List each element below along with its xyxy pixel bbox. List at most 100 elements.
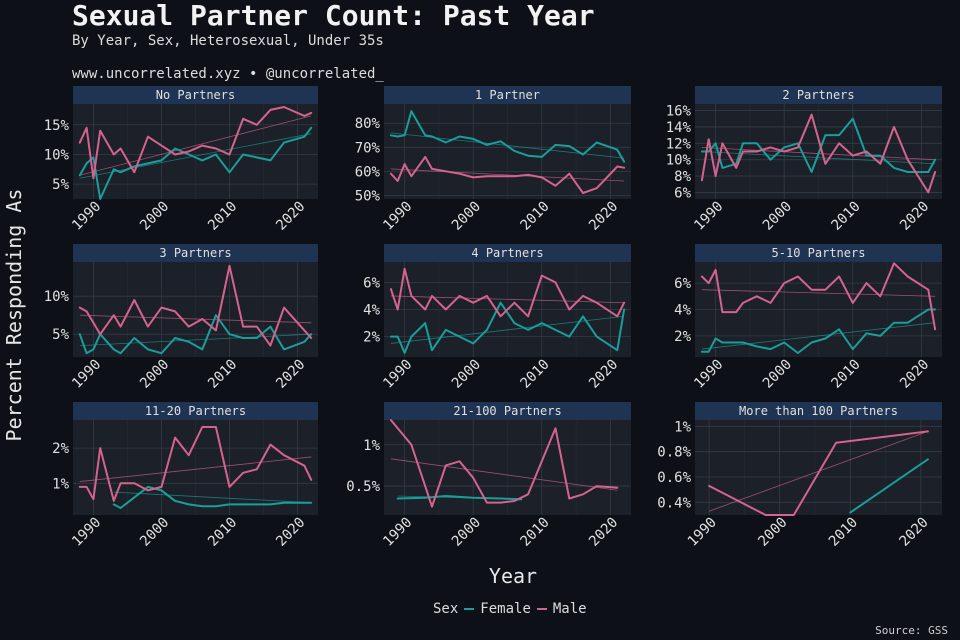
y-tick-label: 12%	[666, 136, 692, 152]
legend-label-male: Male	[552, 601, 587, 617]
series-line-male	[389, 267, 626, 318]
y-tick-label: 4%	[674, 303, 691, 319]
x-tick-label: 2000	[449, 515, 484, 550]
y-tick-label: 6%	[674, 185, 691, 201]
y-tick-label: 8%	[674, 169, 691, 185]
x-tick-label: 2000	[449, 357, 484, 392]
facet-2-partners: 2 Partners 6%8%10%12%14%16% 1990 2000 2010 20…	[666, 86, 942, 234]
y-tick-label: 16%	[666, 104, 692, 120]
facet-label: 3 Partners	[159, 246, 231, 260]
series-line-male	[708, 430, 929, 516]
x-tick-label: 2000	[137, 357, 172, 392]
x-tick-label: 1990	[380, 199, 415, 234]
x-tick-label: 2000	[137, 199, 172, 234]
facet-label: 2 Partners	[782, 88, 854, 102]
x-tick-label: 2010	[826, 515, 861, 550]
series-line-female	[78, 126, 313, 200]
facet-5-10-partners: 5-10 Partners 2% 4% 6% 1990 2000 2010 2020	[674, 244, 942, 392]
facet-strip	[73, 244, 318, 262]
y-tick-label: 80%	[355, 116, 381, 132]
y-tick-label: 2%	[363, 330, 380, 346]
y-tick-label: 1%	[52, 476, 69, 492]
facet-strip	[384, 244, 631, 262]
y-tick-label: 14%	[666, 120, 692, 136]
facet-label: 5-10 Partners	[772, 246, 866, 260]
facet-strip	[73, 86, 318, 104]
facet-1-partner: 1 Partner 50% 60% 70% 80% 1990 2000 2010 2020	[355, 86, 631, 234]
x-tick-label: 2000	[755, 515, 790, 550]
facet-21-100-partners: 21-100 Partners 0.5% 1% 1990 2000 2010 2020	[346, 402, 631, 550]
legend-label-female: Female	[480, 601, 531, 617]
trend-line-male	[390, 168, 625, 182]
x-tick-label: 2020	[273, 199, 308, 234]
x-tick-label: 2010	[828, 199, 863, 234]
trend-line-female	[701, 322, 936, 350]
series-line-male	[389, 419, 619, 508]
x-tick-label: 2010	[205, 199, 240, 234]
facet-label: 1 Partner	[475, 88, 540, 102]
x-tick-label: 2010	[205, 357, 240, 392]
y-tick-label: 0.8%	[657, 445, 691, 461]
x-tick-label: 2000	[760, 357, 795, 392]
legend: Sex Female Male	[433, 601, 587, 617]
y-tick-label: 70%	[355, 140, 381, 156]
facet-strip	[695, 244, 942, 262]
series-line-female	[112, 485, 313, 509]
x-tick-label: 2010	[828, 357, 863, 392]
facet-strip	[695, 86, 942, 104]
series-line-male	[78, 106, 313, 180]
x-tick-label: 2010	[517, 357, 552, 392]
x-tick-label: 2020	[897, 357, 932, 392]
facet-more-than-100-partners: More than 100 Partners 0.4% 0.6% 0.8% 1% 1990…	[657, 402, 942, 550]
trend-line-male	[79, 115, 312, 176]
y-tick-label: 15%	[44, 118, 70, 134]
y-tick-label: 0.5%	[346, 479, 380, 495]
x-tick-label: 1990	[380, 515, 415, 550]
trend-line-female	[79, 333, 312, 346]
legend-title: Sex	[433, 601, 459, 617]
series-line-male	[78, 264, 313, 347]
trend-line-female	[113, 491, 312, 504]
legend-key-male	[536, 608, 547, 610]
y-tick-label: 6%	[674, 276, 691, 292]
facet-label: 4 Partners	[471, 246, 543, 260]
x-tick-label: 2020	[586, 515, 621, 550]
x-tick-label: 2020	[897, 515, 932, 550]
series-line-female	[849, 458, 929, 514]
x-tick-label: 1990	[69, 357, 104, 392]
y-tick-label: 6%	[363, 275, 380, 291]
facet-11-20-partners: 11-20 Partners 1% 2% 1990 2000 2010 2020	[52, 402, 318, 550]
facet-label: 21-100 Partners	[453, 404, 561, 418]
facet-3-partners: 3 Partners 5% 10% 1990 2000 2010 2020	[44, 244, 318, 392]
x-tick-label: 1990	[69, 199, 104, 234]
facet-label: 11-20 Partners	[145, 404, 246, 418]
x-tick-label: 2000	[449, 199, 484, 234]
x-tick-label: 1990	[69, 515, 104, 550]
x-tick-label: 2010	[517, 199, 552, 234]
x-tick-label: 1990	[691, 199, 726, 234]
series-line-female	[700, 117, 937, 173]
trend-line-male	[701, 289, 936, 297]
x-tick-label: 2020	[273, 357, 308, 392]
y-tick-label: 5%	[52, 177, 69, 193]
y-tick-label: 50%	[355, 188, 381, 204]
trend-line-male	[390, 458, 618, 491]
facet-4-partners: 4 Partners 2% 4% 6% 1990 2000 2010 2020	[363, 244, 631, 392]
series-line-female	[700, 308, 937, 354]
chart-title: Sexual Partner Count: Past Year	[72, 0, 595, 32]
y-tick-label: 4%	[363, 303, 380, 319]
facet-label: More than 100 Partners	[739, 404, 898, 418]
trend-line-male	[390, 295, 625, 304]
facet-strip	[384, 402, 631, 420]
facet-strip	[695, 402, 942, 420]
y-tick-label: 10%	[44, 147, 70, 163]
y-tick-label: 5%	[52, 327, 69, 343]
facet-strip	[73, 402, 318, 420]
y-tick-label: 10%	[666, 153, 692, 169]
x-tick-label: 2020	[897, 199, 932, 234]
y-tick-label: 2%	[674, 329, 691, 345]
y-axis-label: Percent Responding As	[2, 188, 26, 442]
series-line-female	[396, 495, 523, 501]
x-tick-label: 1990	[685, 515, 720, 550]
y-tick-label: 60%	[355, 164, 381, 180]
